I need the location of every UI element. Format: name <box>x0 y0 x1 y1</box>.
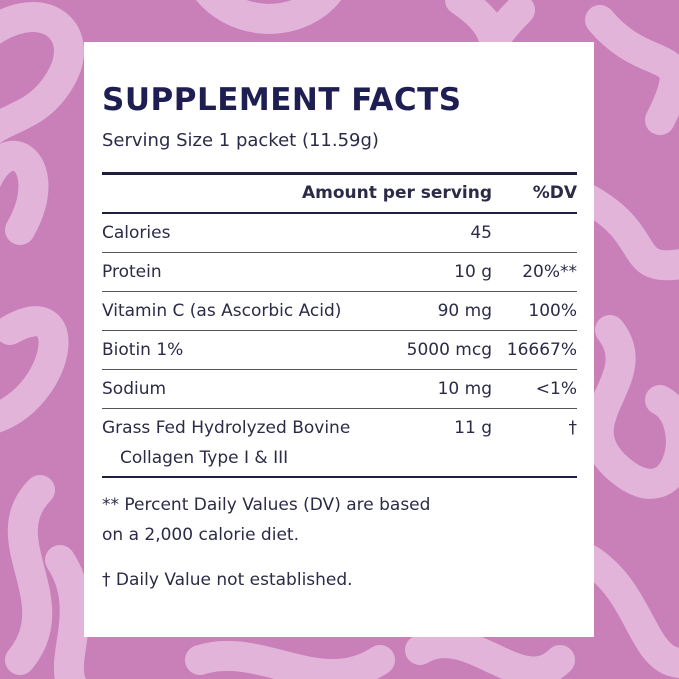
amount: 10 g <box>454 262 492 282</box>
amount: 90 mg <box>437 301 492 321</box>
facts-panel: SUPPLEMENT FACTS Serving Size 1 packet (… <box>84 42 594 637</box>
nutrient-name: Grass Fed Hydrolyzed Bovine <box>102 418 351 438</box>
divider <box>102 291 577 292</box>
nutrient-name: Protein <box>102 262 162 282</box>
footnote: † Daily Value not established. <box>102 570 353 590</box>
divider <box>102 252 577 253</box>
rule <box>102 476 577 478</box>
divider <box>102 330 577 331</box>
footnote: ** Percent Daily Values (DV) are based <box>102 495 431 515</box>
nutrient-name: Calories <box>102 223 171 243</box>
rule <box>102 212 577 214</box>
nutrient-name: Biotin 1% <box>102 340 184 360</box>
daily-value: † <box>568 418 578 438</box>
nutrient-name: Collagen Type I & III <box>120 448 289 468</box>
amount: 45 <box>470 223 492 243</box>
nutrient-name: Vitamin C (as Ascorbic Acid) <box>102 301 342 321</box>
daily-value: 100% <box>528 301 577 321</box>
amount: 5000 mcg <box>406 340 492 360</box>
amount: 11 g <box>454 418 492 438</box>
rule <box>102 172 577 175</box>
divider <box>102 408 577 409</box>
amount: 10 mg <box>437 379 492 399</box>
nutrient-name: Sodium <box>102 379 167 399</box>
divider <box>102 369 577 370</box>
serving-size: Serving Size 1 packet (11.59g) <box>102 130 379 151</box>
title: SUPPLEMENT FACTS <box>102 82 462 118</box>
daily-value: 20%** <box>522 262 577 282</box>
column-header: Amount per serving <box>301 183 492 203</box>
daily-value: 16667% <box>506 340 577 360</box>
column-header: %DV <box>532 183 577 203</box>
footnote: on a 2,000 calorie diet. <box>102 525 299 545</box>
daily-value: <1% <box>535 379 577 399</box>
